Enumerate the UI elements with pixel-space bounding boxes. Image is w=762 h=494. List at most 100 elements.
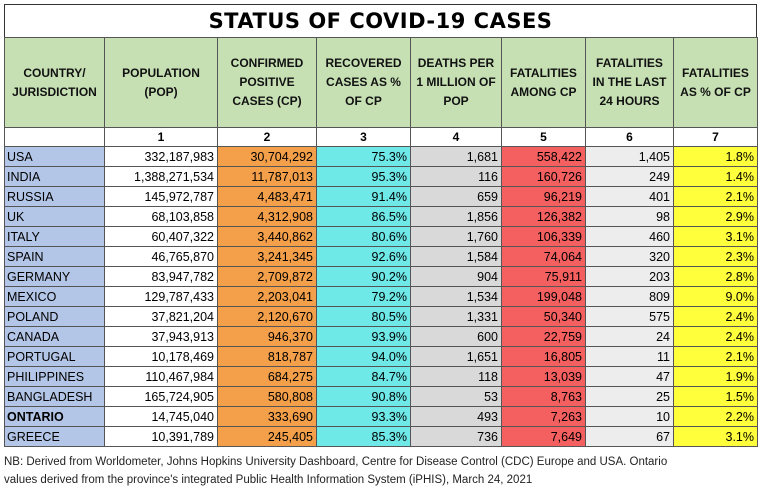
confirmed-cell: 3,440,862 (217, 226, 317, 247)
table-body: USA 332,187,983 30,704,292 75.3% 1,681 558,42… (4, 146, 758, 447)
fatalities-24h-cell: 47 (585, 366, 674, 387)
fatalities-pct-cell: 1.9% (673, 366, 758, 387)
deaths-per-million-cell: 600 (410, 326, 502, 347)
fatalities-pct-cell: 2.1% (673, 346, 758, 367)
population-cell: 332,187,983 (104, 146, 218, 167)
population-cell: 37,821,204 (104, 306, 218, 327)
header-fatalities-pct: FATALITIES AS % OF CP (673, 37, 758, 128)
recovered-pct-cell: 94.0% (316, 346, 411, 367)
population-cell: 68,103,858 (104, 206, 218, 227)
deaths-per-million-cell: 1,760 (410, 226, 502, 247)
table-row: POLAND 37,821,204 2,120,670 80.5% 1,331 50,34… (4, 306, 758, 327)
deaths-per-million-cell: 1,856 (410, 206, 502, 227)
header-deaths-per-million: DEATHS PER 1 MILLION OF POP (410, 37, 502, 128)
fatalities-pct-cell: 2.1% (673, 186, 758, 207)
confirmed-cell: 2,203,041 (217, 286, 317, 307)
fatalities-pct-cell: 2.4% (673, 306, 758, 327)
deaths-per-million-cell: 118 (410, 366, 502, 387)
fatalities-pct-cell: 1.8% (673, 146, 758, 167)
fatalities-cell: 74,064 (501, 246, 586, 267)
deaths-per-million-cell: 1,651 (410, 346, 502, 367)
fatalities-24h-cell: 401 (585, 186, 674, 207)
population-cell: 10,178,469 (104, 346, 218, 367)
recovered-pct-cell: 90.2% (316, 266, 411, 287)
country-cell: MEXICO (4, 286, 105, 307)
confirmed-cell: 2,709,872 (217, 266, 317, 287)
deaths-per-million-cell: 1,534 (410, 286, 502, 307)
country-cell: RUSSIA (4, 186, 105, 207)
population-cell: 129,787,433 (104, 286, 218, 307)
fatalities-cell: 126,382 (501, 206, 586, 227)
table-row: CANADA 37,943,913 946,370 93.9% 600 22,759 24 2… (4, 326, 758, 347)
fatalities-cell: 558,422 (501, 146, 586, 167)
country-cell: GREECE (4, 426, 105, 447)
column-number (4, 127, 105, 147)
table-row: UK 68,103,858 4,312,908 86.5% 1,856 126,382 98… (4, 206, 758, 227)
header-fatalities-24h: FATALITIES IN THE LAST 24 HOURS (585, 37, 674, 128)
fatalities-cell: 7,263 (501, 406, 586, 427)
deaths-per-million-cell: 1,584 (410, 246, 502, 267)
fatalities-cell: 75,911 (501, 266, 586, 287)
recovered-pct-cell: 93.3% (316, 406, 411, 427)
fatalities-cell: 7,649 (501, 426, 586, 447)
fatalities-24h-cell: 11 (585, 346, 674, 367)
country-cell: POLAND (4, 306, 105, 327)
fatalities-pct-cell: 2.2% (673, 406, 758, 427)
fatalities-cell: 50,340 (501, 306, 586, 327)
deaths-per-million-cell: 116 (410, 166, 502, 187)
confirmed-cell: 333,690 (217, 406, 317, 427)
covid-status-table: COUNTRY/ JURISDICTION POPULATION (POP) C… (4, 37, 758, 447)
confirmed-cell: 3,241,345 (217, 246, 317, 267)
deaths-per-million-cell: 736 (410, 426, 502, 447)
table-row: PORTUGAL 10,178,469 818,787 94.0% 1,651 16,80… (4, 346, 758, 367)
recovered-pct-cell: 84.7% (316, 366, 411, 387)
column-number: 1 (104, 127, 218, 147)
population-cell: 145,972,787 (104, 186, 218, 207)
population-cell: 60,407,322 (104, 226, 218, 247)
table-row: MEXICO 129,787,433 2,203,041 79.2% 1,534 199,… (4, 286, 758, 307)
fatalities-24h-cell: 460 (585, 226, 674, 247)
fatalities-pct-cell: 2.9% (673, 206, 758, 227)
header-fatalities: FATALITIES AMONG CP (501, 37, 586, 128)
fatalities-cell: 160,726 (501, 166, 586, 187)
table-title: STATUS OF COVID-19 CASES (208, 9, 553, 33)
deaths-per-million-cell: 53 (410, 386, 502, 407)
population-cell: 10,391,789 (104, 426, 218, 447)
recovered-pct-cell: 91.4% (316, 186, 411, 207)
country-cell: BANGLADESH (4, 386, 105, 407)
recovered-pct-cell: 79.2% (316, 286, 411, 307)
deaths-per-million-cell: 1,681 (410, 146, 502, 167)
recovered-pct-cell: 85.3% (316, 426, 411, 447)
column-number: 5 (501, 127, 586, 147)
country-cell: USA (4, 146, 105, 167)
fatalities-24h-cell: 24 (585, 326, 674, 347)
footnote: NB: Derived from Worldometer, Johns Hopk… (4, 453, 758, 489)
table-row: ONTARIO 14,745,040 333,690 93.3% 493 7,263 10 2… (4, 406, 758, 427)
recovered-pct-cell: 80.5% (316, 306, 411, 327)
fatalities-cell: 96,219 (501, 186, 586, 207)
recovered-pct-cell: 86.5% (316, 206, 411, 227)
confirmed-cell: 11,787,013 (217, 166, 317, 187)
recovered-pct-cell: 92.6% (316, 246, 411, 267)
fatalities-24h-cell: 809 (585, 286, 674, 307)
header-confirmed: CONFIRMED POSITIVE CASES (CP) (217, 37, 317, 128)
country-cell: GERMANY (4, 266, 105, 287)
confirmed-cell: 580,808 (217, 386, 317, 407)
column-number-row: 1 2 3 4 5 6 7 (4, 127, 758, 147)
country-cell: CANADA (4, 326, 105, 347)
fatalities-pct-cell: 1.4% (673, 166, 758, 187)
header-population: POPULATION (POP) (104, 37, 218, 128)
column-number: 2 (217, 127, 317, 147)
fatalities-pct-cell: 2.3% (673, 246, 758, 267)
column-number: 4 (410, 127, 502, 147)
table-title-bar: STATUS OF COVID-19 CASES (4, 4, 757, 37)
column-number: 6 (585, 127, 674, 147)
country-cell: SPAIN (4, 246, 105, 267)
footnote-line-2: values derived from the province's integ… (4, 474, 533, 486)
table-row: GREECE 10,391,789 245,405 85.3% 736 7,649 67 3.… (4, 426, 758, 447)
fatalities-24h-cell: 203 (585, 266, 674, 287)
confirmed-cell: 4,483,471 (217, 186, 317, 207)
confirmed-cell: 946,370 (217, 326, 317, 347)
recovered-pct-cell: 75.3% (316, 146, 411, 167)
header-recovered: RECOVERED CASES AS % OF CP (316, 37, 411, 128)
